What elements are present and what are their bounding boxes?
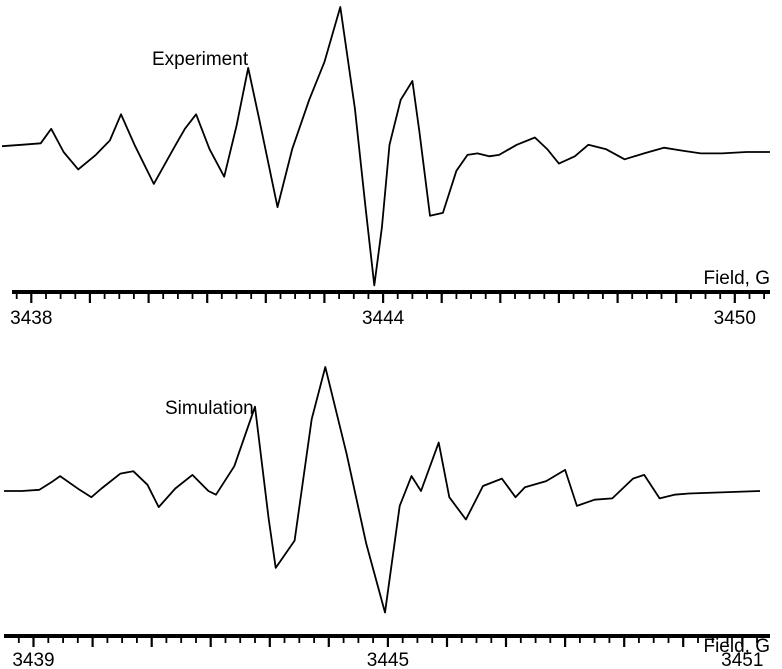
experiment-title: Experiment bbox=[152, 49, 249, 70]
experiment-tick-label-3444: 3444 bbox=[362, 308, 405, 329]
simulation-tick-label-3445: 3445 bbox=[367, 650, 409, 669]
experiment-x-axis-label: Field, G bbox=[703, 268, 770, 289]
experiment-panel: Experiment Field, G 3438 3444 3450 bbox=[1, 6, 770, 329]
simulation-tick-label-3451: 3451 bbox=[721, 650, 763, 669]
experiment-tick-label-3438: 3438 bbox=[10, 308, 52, 329]
experiment-x-ticks bbox=[15, 292, 765, 303]
simulation-tick-label-3439: 3439 bbox=[12, 650, 54, 669]
simulation-title: Simulation bbox=[165, 398, 254, 419]
simulation-spectrum-line bbox=[4, 366, 761, 614]
simulation-tick-labels: 3439 3445 3451 bbox=[12, 650, 763, 669]
simulation-panel: Simulation Field, G 3439 3445 3451 bbox=[4, 366, 770, 669]
experiment-tick-label-3450: 3450 bbox=[714, 308, 756, 329]
experiment-spectrum-line bbox=[1, 6, 770, 287]
simulation-x-ticks bbox=[17, 636, 758, 647]
simulation-x-axis-label: Field, G bbox=[703, 636, 770, 657]
experiment-tick-labels: 3438 3444 3450 bbox=[10, 308, 756, 329]
